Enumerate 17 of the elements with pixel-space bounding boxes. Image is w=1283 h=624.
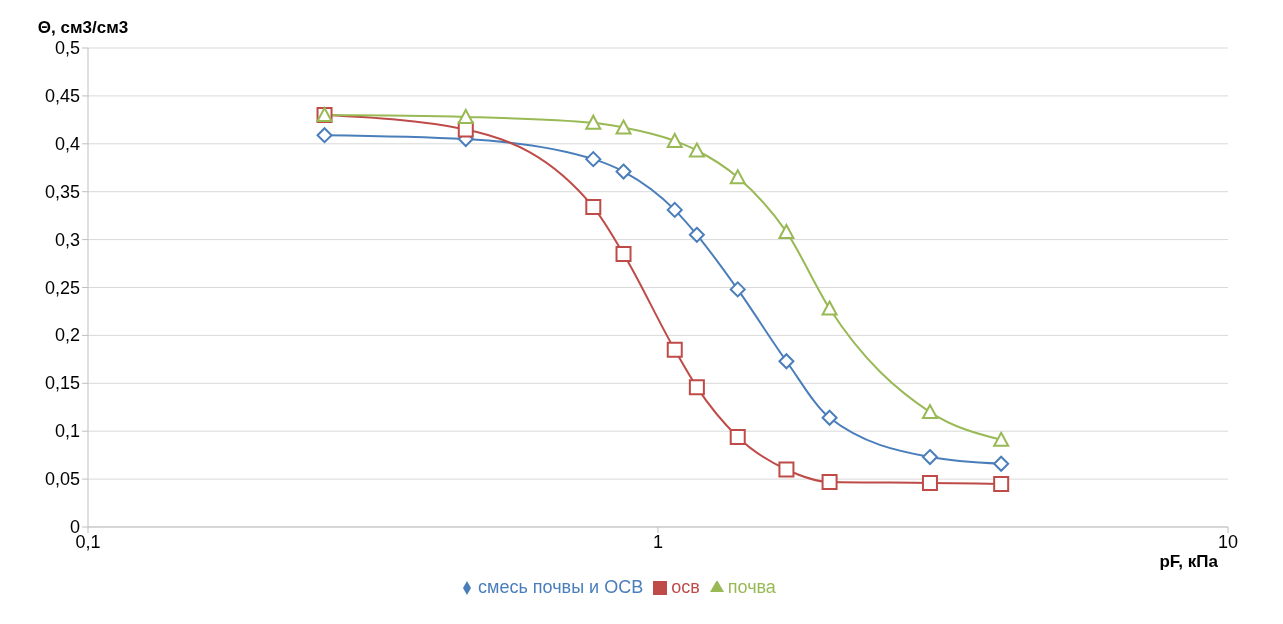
legend-label: почва — [727, 577, 776, 597]
y-tick-label: 0,3 — [54, 229, 80, 250]
y-tick-label: 0,35 — [44, 181, 80, 202]
y-tick-label: 0,2 — [54, 325, 80, 346]
x-tick-label: 10 — [1217, 531, 1239, 552]
y-tick-label: 0,4 — [54, 133, 80, 154]
y-tick-label: 0,25 — [44, 277, 80, 298]
legend-label: смесь почвы и ОСВ — [478, 577, 644, 597]
x-tick-label: 1 — [652, 531, 664, 552]
y-tick-label: 0,45 — [44, 85, 80, 106]
y-tick-label: 0,05 — [44, 469, 80, 490]
legend-label: осв — [671, 577, 700, 597]
x-axis-title: pF, кПа — [1159, 552, 1219, 571]
y-axis-title: Θ, см3/см3 — [37, 18, 129, 37]
y-tick-label: 0,5 — [54, 38, 80, 58]
y-tick-label: 0,1 — [54, 421, 80, 442]
y-tick-label: 0,15 — [44, 373, 80, 394]
